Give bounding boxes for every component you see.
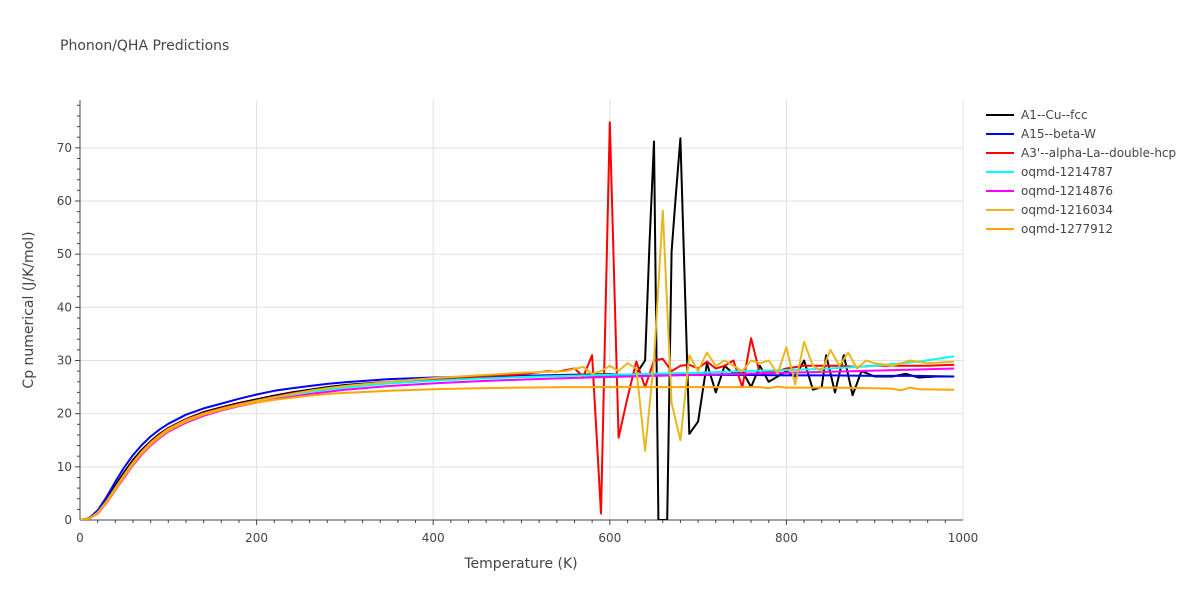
legend-label: oqmd-1214876 [1021, 184, 1113, 198]
series-line-1 [80, 137, 955, 520]
series-line-2 [80, 373, 955, 520]
grid [80, 100, 964, 520]
x-tick-label: 400 [422, 531, 445, 545]
legend-item[interactable]: oqmd-1277912 [986, 222, 1113, 236]
legend-item[interactable]: A15--beta-W [986, 127, 1096, 141]
legend-item[interactable]: oqmd-1214876 [986, 184, 1113, 198]
y-tick-label: 40 [57, 300, 72, 314]
series-line-7 [80, 385, 955, 520]
legend-label: A3'--alpha-La--double-hcp [1021, 146, 1176, 160]
x-tick-label: 800 [775, 531, 798, 545]
y-tick-label: 30 [57, 354, 72, 368]
x-tick-label: 200 [245, 531, 268, 545]
y-tick-label: 0 [64, 513, 72, 527]
axes: 0 10 20 30 40 50 60 70 0 200 400 600 800 1000 [57, 100, 979, 545]
y-axis-label: Cp numerical (J/K/mol) [21, 231, 37, 388]
y-tick-label: 70 [57, 141, 72, 155]
legend-item[interactable]: A1--Cu--fcc [986, 108, 1088, 122]
series-group [80, 121, 955, 520]
x-tick-label: 0 [76, 531, 84, 545]
legend[interactable]: A1--Cu--fcc A15--beta-W A3'--alpha-La--dou… [986, 108, 1176, 236]
y-tick-label: 10 [57, 460, 72, 474]
legend-label: A1--Cu--fcc [1021, 108, 1088, 122]
legend-label: oqmd-1277912 [1021, 222, 1113, 236]
y-tick-label: 50 [57, 247, 72, 261]
legend-label: oqmd-1214787 [1021, 165, 1113, 179]
y-tick-label: 20 [57, 407, 72, 421]
legend-item[interactable]: A3'--alpha-La--double-hcp [986, 146, 1176, 160]
legend-item[interactable]: oqmd-1214787 [986, 165, 1113, 179]
x-tick-label: 1000 [948, 531, 979, 545]
y-tick-label: 60 [57, 194, 72, 208]
series-line-6 [80, 209, 955, 520]
legend-label: oqmd-1216034 [1021, 203, 1113, 217]
x-axis-label: Temperature (K) [463, 556, 577, 572]
series-line-5 [80, 367, 955, 520]
chart-title: Phonon/QHA Predictions [60, 38, 229, 54]
x-tick-label: 600 [598, 531, 621, 545]
legend-label: A15--beta-W [1021, 127, 1096, 141]
series-line-3 [80, 121, 955, 520]
legend-item[interactable]: oqmd-1216034 [986, 203, 1113, 217]
